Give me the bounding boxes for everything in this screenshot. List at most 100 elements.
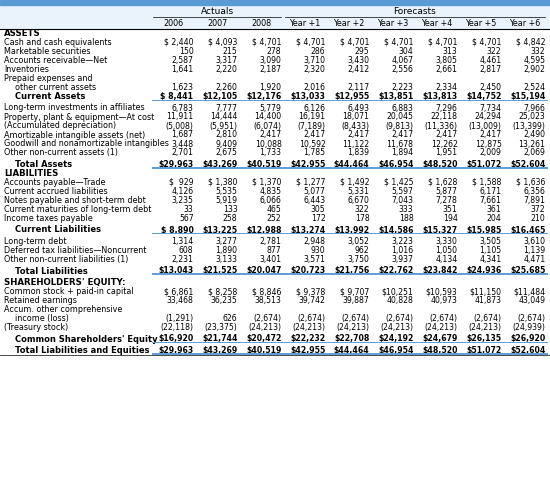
Text: 33,468: 33,468 (167, 296, 194, 305)
Text: 2,675: 2,675 (216, 148, 238, 158)
Text: Common stock + paid-in capital: Common stock + paid-in capital (4, 287, 134, 296)
Text: 295: 295 (355, 47, 370, 56)
Text: 11,678: 11,678 (387, 140, 414, 148)
Text: (11,336): (11,336) (425, 122, 458, 130)
Text: $16,920: $16,920 (158, 334, 194, 344)
Text: SHAREHOLDERS' EQUITY:: SHAREHOLDERS' EQUITY: (4, 278, 125, 287)
Text: 2,524: 2,524 (524, 83, 546, 92)
Text: $52,604: $52,604 (510, 346, 546, 355)
Text: $15,327: $15,327 (422, 225, 458, 235)
Text: (5,951): (5,951) (210, 122, 238, 130)
Text: other current assets: other current assets (15, 83, 96, 92)
Text: $  929: $ 929 (169, 178, 194, 187)
Text: $48,520: $48,520 (422, 160, 458, 169)
Text: $10,593: $10,593 (426, 287, 458, 296)
Text: 3,505: 3,505 (480, 237, 502, 246)
Text: $22,762: $22,762 (378, 266, 414, 276)
Text: $13,225: $13,225 (202, 225, 238, 235)
Text: $20,472: $20,472 (246, 334, 282, 344)
Text: 4,595: 4,595 (524, 56, 546, 65)
Text: $44,464: $44,464 (334, 346, 370, 355)
Text: 2,016: 2,016 (304, 83, 326, 92)
Text: $ 9,378: $ 9,378 (296, 287, 326, 296)
Text: $51,072: $51,072 (466, 160, 502, 169)
Text: $ 4,701: $ 4,701 (252, 38, 282, 47)
Text: Accum. other comprehensive: Accum. other comprehensive (4, 305, 122, 314)
Text: $ 8,890: $ 8,890 (161, 225, 194, 235)
Text: 2006: 2006 (163, 19, 183, 28)
Text: 25,023: 25,023 (519, 113, 546, 122)
Text: 4,471: 4,471 (523, 255, 546, 264)
Text: Actuals: Actuals (200, 7, 234, 16)
Text: $ 4,093: $ 4,093 (208, 38, 238, 47)
Text: 305: 305 (311, 205, 326, 214)
Text: $29,963: $29,963 (158, 346, 194, 355)
Text: Accounts payable—Trade: Accounts payable—Trade (4, 178, 106, 187)
Text: $21,744: $21,744 (202, 334, 238, 344)
Text: 150: 150 (179, 47, 194, 56)
Text: $ 8,846: $ 8,846 (252, 287, 282, 296)
Text: 1,785: 1,785 (304, 148, 326, 158)
Text: 304: 304 (399, 47, 414, 56)
Text: (2,674): (2,674) (474, 314, 502, 323)
Text: Long-term debt: Long-term debt (4, 237, 67, 246)
Text: 2,490: 2,490 (524, 130, 546, 140)
Text: $42,955: $42,955 (290, 160, 326, 169)
Text: $ 8,258: $ 8,258 (208, 287, 238, 296)
Text: (24,213): (24,213) (337, 323, 370, 332)
Text: (8,433): (8,433) (342, 122, 370, 130)
Text: 2,260: 2,260 (216, 83, 238, 92)
Text: 6,126: 6,126 (304, 103, 326, 113)
Text: 3,430: 3,430 (348, 56, 370, 65)
Text: 1,105: 1,105 (480, 246, 502, 255)
Text: 2,701: 2,701 (172, 148, 194, 158)
Text: 2,117: 2,117 (348, 83, 370, 92)
Text: $29,963: $29,963 (158, 160, 194, 169)
Text: $46,954: $46,954 (378, 160, 414, 169)
Text: (1,291): (1,291) (166, 314, 194, 323)
Text: 7,296: 7,296 (436, 103, 458, 113)
Text: 6,883: 6,883 (392, 103, 414, 113)
Text: $52,604: $52,604 (510, 160, 546, 169)
Text: $ 1,628: $ 1,628 (428, 178, 458, 187)
Text: 178: 178 (355, 214, 370, 223)
Text: ASSETS: ASSETS (4, 29, 41, 38)
Text: Property, plant & equipment—At cost: Property, plant & equipment—At cost (4, 113, 154, 122)
Text: (2,674): (2,674) (386, 314, 414, 323)
Text: 2,948: 2,948 (304, 237, 326, 246)
Text: (24,213): (24,213) (249, 323, 282, 332)
Text: Year +2: Year +2 (333, 19, 365, 28)
Text: 3,401: 3,401 (260, 255, 282, 264)
Text: 210: 210 (531, 214, 546, 223)
Text: (22,118): (22,118) (161, 323, 194, 332)
Text: $22,708: $22,708 (334, 334, 370, 344)
Text: $12,105: $12,105 (202, 92, 238, 101)
Text: Current accrued liabilities: Current accrued liabilities (4, 187, 108, 196)
Text: Forecasts: Forecasts (394, 7, 436, 16)
Text: 7,661: 7,661 (480, 196, 502, 205)
Text: 3,937: 3,937 (392, 255, 414, 264)
Text: 2008: 2008 (251, 19, 271, 28)
Text: $12,988: $12,988 (246, 225, 282, 235)
Text: Long-term investments in affiliates: Long-term investments in affiliates (4, 103, 145, 113)
Text: 2,417: 2,417 (480, 130, 502, 140)
Text: 3,133: 3,133 (216, 255, 238, 264)
Text: 5,535: 5,535 (216, 187, 238, 196)
Text: 3,571: 3,571 (304, 255, 326, 264)
Text: 4,461: 4,461 (479, 56, 502, 65)
Text: 22,118: 22,118 (431, 113, 458, 122)
Text: $ 4,701: $ 4,701 (340, 38, 370, 47)
Text: $20,047: $20,047 (246, 266, 282, 276)
Text: $40,519: $40,519 (246, 160, 282, 169)
Text: 3,317: 3,317 (216, 56, 238, 65)
Text: 962: 962 (355, 246, 370, 255)
Text: 2,223: 2,223 (392, 83, 414, 92)
Text: $12,176: $12,176 (246, 92, 282, 101)
Text: $23,842: $23,842 (422, 266, 458, 276)
Text: Retained earnings: Retained earnings (4, 296, 77, 305)
Text: 12,875: 12,875 (475, 140, 502, 148)
Text: Goodwill and nonamortizable intangibles: Goodwill and nonamortizable intangibles (4, 140, 169, 148)
Text: Total Liabilities and Equities: Total Liabilities and Equities (15, 346, 150, 355)
Text: 332: 332 (531, 47, 546, 56)
Text: 4,835: 4,835 (260, 187, 282, 196)
